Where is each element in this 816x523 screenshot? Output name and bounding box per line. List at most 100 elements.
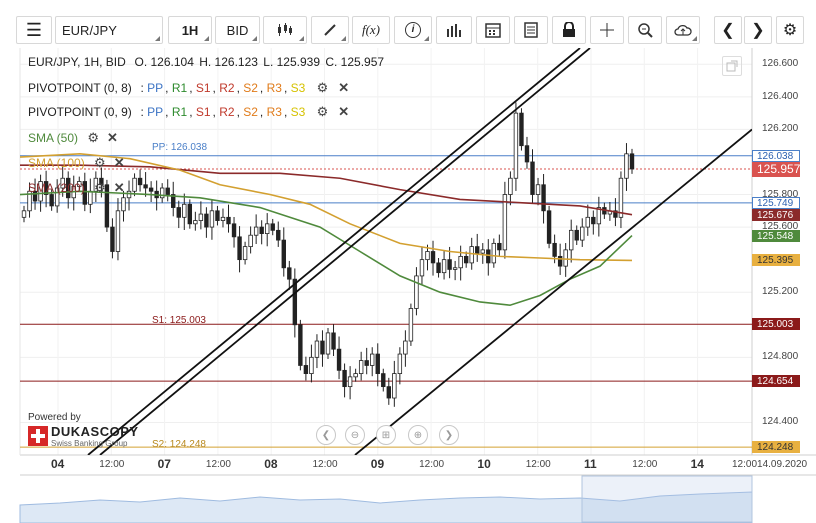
candle [563,243,568,277]
candle [463,251,469,268]
close-icon[interactable]: ✕ [107,130,118,145]
candle [226,204,231,233]
candle-body [629,153,635,170]
candle [54,179,60,213]
low-value: L. 125.939 [263,55,320,69]
info-icon: i [405,22,421,38]
candle [325,328,331,359]
cloud-upload-button[interactable] [666,16,700,44]
candle-body [480,249,485,254]
close-icon[interactable]: ✕ [338,80,350,95]
candle-type-button[interactable] [263,16,307,44]
prev-button[interactable]: ❮ [714,16,742,44]
menu-button[interactable]: ☰ [16,16,52,44]
candle-body [463,255,469,264]
price-flag: 125.957 [752,161,800,177]
candle [264,213,270,247]
zoom-button[interactable] [628,16,662,44]
close-icon[interactable]: ✕ [338,104,350,119]
candle-body [159,187,165,199]
draw-button[interactable] [311,16,349,44]
chevron-left-icon: ❮ [321,429,331,441]
candle-body [281,239,286,269]
candle-body [193,220,198,225]
gear-icon[interactable]: ⚙ [87,130,100,145]
x-tick-label: 11 [584,457,597,471]
x-tick-label: 08 [264,457,278,471]
settings-icon: ⚙ [782,22,798,39]
candle [115,198,121,261]
reset-zoom-button[interactable]: ⊞ [376,425,396,445]
candle-body [220,216,226,221]
candle-body [298,324,303,366]
candle [331,324,336,357]
price-flag: 125.548 [752,229,800,242]
sma50-line [20,190,633,307]
candle [574,225,579,245]
candle [21,205,27,223]
lock-button[interactable] [552,16,586,44]
candle [624,143,629,191]
calendar-button[interactable] [476,16,510,44]
candle [569,219,574,263]
candle [231,216,237,248]
maximize-button[interactable] [722,56,742,76]
close-icon[interactable]: ✕ [113,180,125,195]
candle-body [187,203,193,225]
candle [132,173,137,197]
candle-body [513,112,519,179]
zoom-out-button[interactable]: ⊖ [345,425,365,445]
candle [259,220,264,245]
close-icon[interactable]: ✕ [113,155,125,170]
candle-body [325,332,331,355]
candle [458,245,463,281]
zoom-in-button[interactable]: ⊕ [408,425,428,445]
candle-body [552,242,557,257]
bar-chart-button[interactable] [436,16,472,44]
info-button[interactable]: i [394,16,432,44]
candle-body [524,145,530,163]
notes-button[interactable] [514,16,548,44]
candle-body [414,275,419,309]
candle-body [436,262,441,274]
candle-body [209,210,215,228]
x-tick-label: 12:00 [312,459,338,470]
pivot-s3: S3 [290,105,306,119]
next-button[interactable]: ❯ [744,16,772,44]
candle-body [486,249,491,264]
navigator-area [19,491,753,523]
settings-button[interactable]: ⚙ [776,16,804,44]
gear-icon[interactable]: ⚙ [316,104,329,119]
candle [287,260,292,290]
gear-icon[interactable]: ⚙ [94,180,106,195]
candle-body [204,213,209,228]
maximize-icon [726,60,738,72]
candle [209,200,215,240]
scroll-right-button[interactable]: ❯ [439,425,459,445]
candle [193,211,198,231]
chevron-right-icon: ❯ [444,429,454,441]
candle-body [491,242,497,264]
candle-body [165,187,170,195]
candle-body [430,251,436,264]
price-type-select[interactable]: BID [215,16,260,44]
candle-body [497,242,502,251]
pivot-legend-9: PIVOTPOINT (0, 9) : PP, R1, S1, R2, S2, … [28,104,350,119]
sma100-legend: SMA (100) ⚙ ✕ [28,155,125,171]
gear-icon[interactable]: ⚙ [94,155,106,170]
crosshair-button[interactable] [590,16,624,44]
price-chart[interactable] [0,48,816,523]
function-button[interactable]: f(x) [352,16,390,44]
candle-body [353,373,358,378]
pivot-r1: R1 [171,105,188,119]
candle-body [557,255,563,267]
timeframe-select[interactable]: 1H [168,16,212,44]
brand-sub: Swiss Banking Group [51,439,128,448]
symbol-select[interactable]: EUR/JPY [55,16,163,44]
price-flag: 125.676 [752,208,800,221]
candle-body [99,177,104,186]
scroll-left-button[interactable]: ❮ [316,425,336,445]
gear-icon[interactable]: ⚙ [316,80,329,95]
candle-body [331,332,336,350]
candle-body [347,376,353,388]
